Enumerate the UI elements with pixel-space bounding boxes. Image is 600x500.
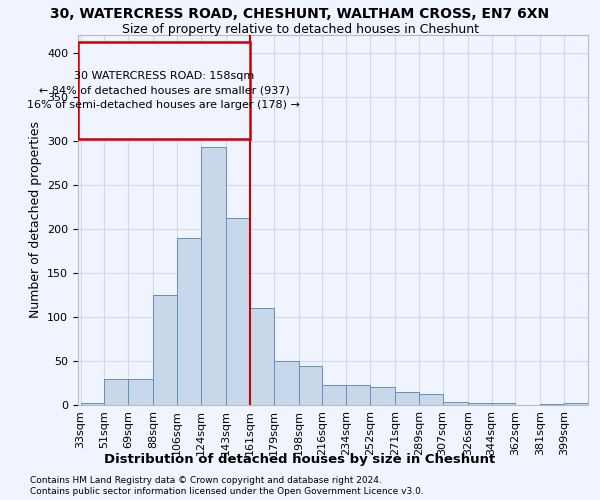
Bar [395,392,419,405]
Bar [80,403,104,405]
Text: Contains public sector information licensed under the Open Government Licence v3: Contains public sector information licen… [30,487,424,496]
Y-axis label: Number of detached properties: Number of detached properties [29,122,41,318]
Bar [541,404,564,405]
Bar [226,218,250,405]
Bar [443,402,468,405]
Text: 30 WATERCRESS ROAD: 158sqm
← 84% of detached houses are smaller (937)
16% of sem: 30 WATERCRESS ROAD: 158sqm ← 84% of deta… [28,70,301,110]
Bar [201,147,226,405]
Bar [250,308,274,405]
Bar [128,378,154,405]
Bar [346,384,370,405]
FancyBboxPatch shape [78,42,250,138]
Bar [154,295,177,405]
Bar [419,394,443,405]
Bar [274,361,299,405]
Text: Contains HM Land Registry data © Crown copyright and database right 2024.: Contains HM Land Registry data © Crown c… [30,476,382,485]
Bar [370,388,395,405]
Bar [322,384,346,405]
Text: 30, WATERCRESS ROAD, CHESHUNT, WALTHAM CROSS, EN7 6XN: 30, WATERCRESS ROAD, CHESHUNT, WALTHAM C… [50,8,550,22]
Bar [299,366,322,405]
Text: Distribution of detached houses by size in Cheshunt: Distribution of detached houses by size … [104,452,496,466]
Bar [177,238,201,405]
Bar [468,403,491,405]
Bar [104,378,128,405]
Text: Size of property relative to detached houses in Cheshunt: Size of property relative to detached ho… [121,22,479,36]
Bar [564,403,588,405]
Bar [491,403,515,405]
